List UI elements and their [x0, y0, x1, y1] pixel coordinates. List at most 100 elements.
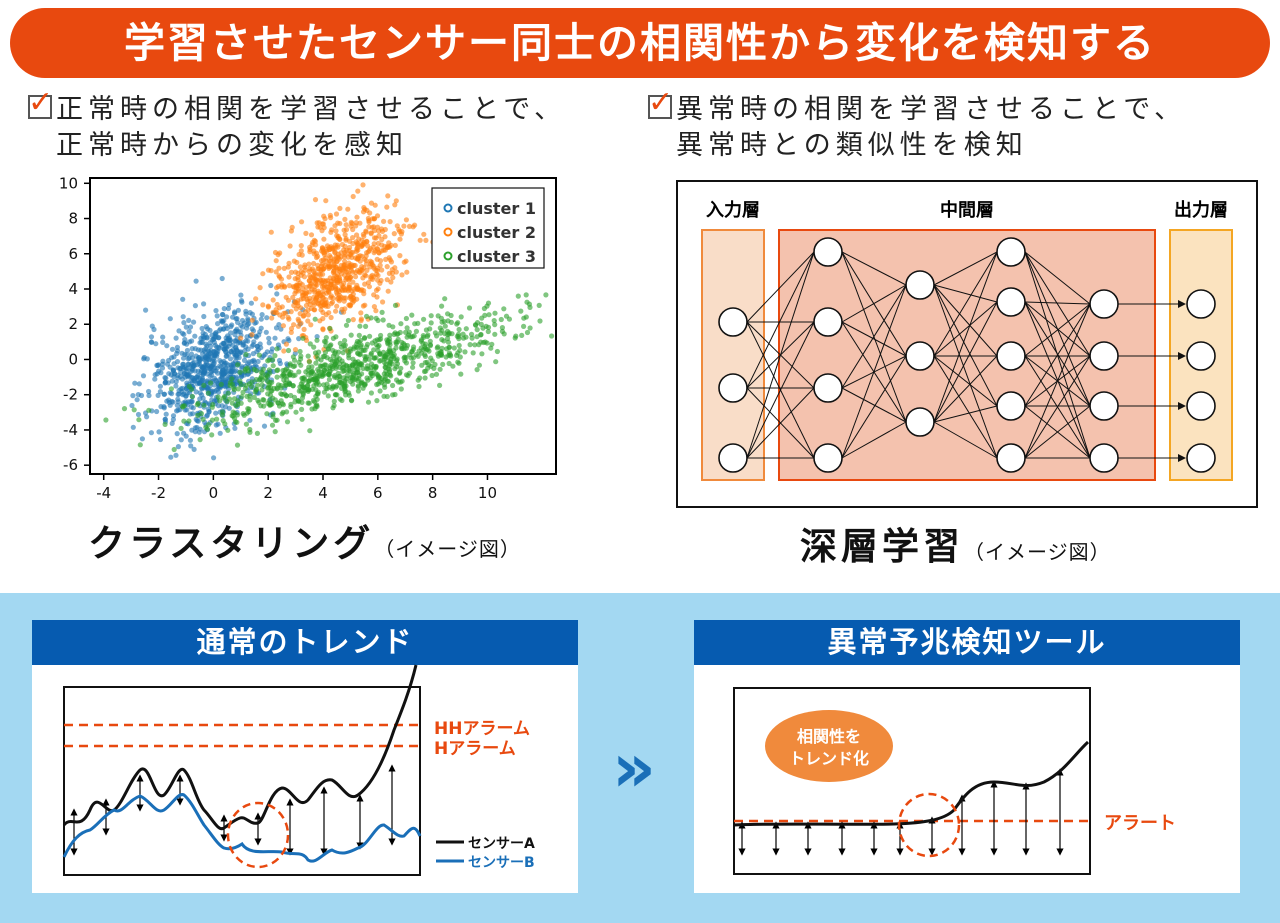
scatter-point: [264, 315, 270, 321]
scatter-point: [181, 340, 187, 346]
scatter-point: [437, 366, 443, 372]
scatter-point: [264, 372, 270, 378]
scatter-point: [301, 313, 307, 319]
scatter-point: [342, 250, 348, 256]
scatter-point: [515, 293, 521, 299]
scatter-point: [362, 302, 368, 308]
scatter-point: [135, 411, 142, 418]
y-tick-label: -6: [63, 456, 78, 474]
scatter-point: [312, 276, 318, 283]
scatter-point: [225, 335, 232, 342]
scatter-point: [306, 277, 312, 284]
scatter-point: [403, 360, 409, 366]
nn-edge: [1024, 301, 1091, 357]
scatter-point: [200, 416, 206, 422]
scatter-point: [300, 286, 306, 292]
scatter-point: [478, 339, 484, 345]
scatter-point: [332, 223, 338, 229]
scatter-point: [445, 318, 451, 324]
sensor-a-line: [62, 664, 418, 831]
scatter-point: [215, 321, 221, 327]
scatter-point: [252, 389, 258, 395]
scatter-point: [227, 356, 234, 362]
scatter-point: [180, 403, 186, 409]
scatter-point: [246, 321, 252, 327]
right-lead-line2: 異常時との類似性を検知: [676, 130, 1028, 161]
scatter-point: [230, 413, 236, 419]
scatter-point: [173, 335, 179, 341]
scatter-point: [313, 360, 319, 366]
scatter-point: [129, 402, 135, 409]
scatter-point: [403, 329, 409, 335]
scatter-point: [135, 392, 141, 398]
nn-node: [718, 307, 748, 337]
scatter-point: [317, 373, 323, 379]
scatter-point: [335, 255, 341, 261]
scatter-point: [278, 276, 285, 282]
scatter-point: [187, 324, 194, 330]
scatter-point: [283, 341, 289, 347]
scatter-point: [136, 381, 142, 387]
scatter-point: [163, 411, 169, 417]
scatter-point: [373, 235, 379, 241]
neural-network-diagram: 入力層 中間層 出力層: [676, 180, 1258, 508]
scatter-point: [268, 282, 274, 289]
scatter-point: [146, 407, 152, 413]
scatter-point: [311, 260, 317, 267]
scatter-point: [369, 259, 375, 265]
scatter-point: [368, 276, 374, 282]
scatter-point: [357, 323, 363, 329]
scatter-point: [305, 353, 311, 359]
scatter-point: [440, 361, 446, 367]
scatter-point: [224, 353, 230, 359]
scatter-point: [299, 375, 305, 381]
scatter-point: [460, 331, 466, 337]
scatter-point: [259, 382, 265, 388]
nn-edge: [841, 321, 907, 357]
scatter-point: [326, 376, 332, 383]
scatter-point: [323, 343, 329, 349]
scatter-point: [432, 361, 438, 368]
scatter-point: [401, 223, 407, 229]
scatter-point: [474, 334, 480, 340]
x-tick-label: 10: [478, 484, 497, 502]
scatter-point: [350, 375, 356, 381]
scatter-point: [385, 243, 391, 249]
scatter-point: [454, 321, 460, 327]
scatter-point: [200, 395, 206, 401]
scatter-point: [157, 389, 163, 395]
scatter-point: [272, 335, 278, 341]
scatter-point: [202, 349, 208, 355]
scatter-point: [294, 259, 300, 266]
nn-node: [1186, 391, 1216, 421]
scatter-point: [333, 228, 339, 234]
scatter-point: [320, 363, 326, 369]
scatter-point: [213, 410, 219, 416]
scatter-point: [296, 251, 302, 258]
normal-trend-title: 通常のトレンド: [32, 620, 578, 665]
scatter-point: [350, 235, 356, 241]
scatter-point: [228, 324, 234, 330]
scatter-point: [279, 304, 285, 310]
scatter-point: [203, 324, 209, 330]
scatter-point: [210, 352, 217, 358]
scatter-point: [489, 341, 495, 347]
scatter-point: [162, 416, 168, 422]
scatter-point: [205, 406, 211, 412]
checkbox-icon: ✓: [648, 85, 674, 120]
scatter-point: [341, 342, 347, 348]
scatter-point: [357, 352, 363, 358]
scatter-point: [290, 294, 296, 301]
scatter-point: [455, 350, 461, 356]
scatter-point: [316, 349, 322, 355]
scatter-point: [428, 313, 434, 319]
scatter-point: [331, 261, 337, 268]
scatter-point: [328, 294, 334, 300]
scatter-point: [225, 427, 231, 433]
scatter-point: [237, 369, 243, 375]
scatter-point: [333, 286, 339, 292]
scatter-point: [306, 289, 313, 295]
scatter-point: [364, 313, 370, 319]
scatter-point: [169, 398, 175, 405]
scatter-point: [171, 374, 177, 380]
